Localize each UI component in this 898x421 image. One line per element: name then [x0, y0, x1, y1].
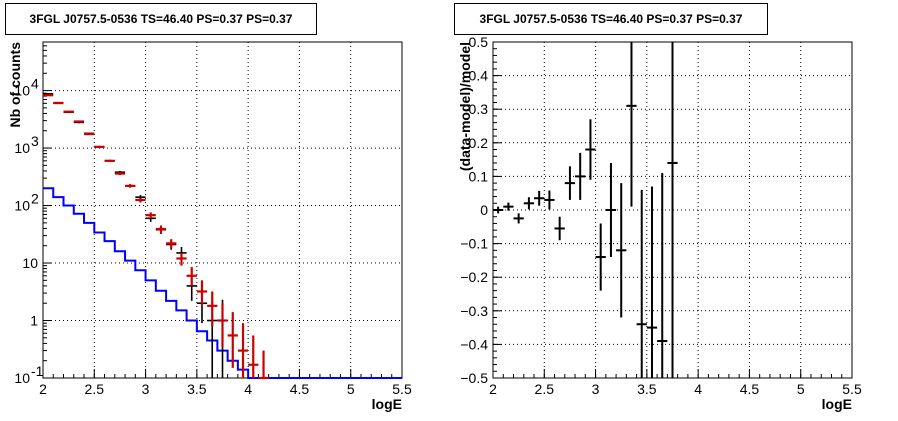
x-tick-label: 2 — [39, 381, 47, 397]
y-tick-label: −0.1 — [460, 236, 488, 252]
y-tick-label: −0.3 — [460, 303, 488, 319]
y-tick-label: 10 — [22, 255, 38, 271]
x-tick-label: 5.5 — [842, 381, 862, 397]
x-tick-label: 4 — [244, 381, 252, 397]
y-tick-label: 0.2 — [469, 135, 489, 151]
x-axis-label: logE — [822, 396, 852, 412]
x-tick-label: 4 — [694, 381, 702, 397]
y-tick-label: 10 — [14, 140, 30, 156]
x-tick-label: 3.5 — [637, 381, 657, 397]
x-tick-label: 2 — [489, 381, 497, 397]
y-tick-exponent: -1 — [31, 363, 44, 379]
y-axis-label: Nb of counts — [7, 42, 23, 128]
y-tick-exponent: 2 — [31, 191, 39, 207]
y-tick-label: 0.3 — [469, 101, 489, 117]
x-tick-label: 5 — [797, 381, 805, 397]
x-tick-label: 5 — [347, 381, 355, 397]
y-tick-label: 0.1 — [469, 168, 489, 184]
x-tick-label: 2.5 — [535, 381, 555, 397]
x-tick-label: 2.5 — [85, 381, 105, 397]
x-tick-label: 5.5 — [392, 381, 412, 397]
y-tick-label: 10 — [14, 198, 30, 214]
y-tick-label: 0.5 — [469, 34, 489, 50]
residuals-chart: 2 2.5 3 3.5 4 4.5 5 5.5 −0.5 −0.4 −0.3 −0.2 −0.1 0 0.1… — [457, 34, 862, 412]
y-tick-label: 1 — [30, 313, 38, 329]
y-tick-exponent: 3 — [31, 133, 39, 149]
y-tick-label: −0.5 — [460, 370, 488, 386]
y-tick-label: −0.2 — [460, 269, 488, 285]
model-histogram-line — [43, 187, 402, 379]
y-tick-label: −0.4 — [460, 336, 488, 352]
y-axis-label: (data-model)/model — [457, 42, 473, 171]
x-tick-label: 3 — [142, 381, 150, 397]
x-tick-label: 4.5 — [290, 381, 310, 397]
y-tick-label: 10 — [14, 370, 30, 386]
x-tick-label: 3.5 — [187, 381, 207, 397]
x-axis-label: logE — [372, 396, 402, 412]
x-tick-label: 4.5 — [740, 381, 760, 397]
right-chart-title: 3FGL J0757.5-0536 TS=46.40 PS=0.37 PS=0.… — [454, 3, 768, 35]
y-tick-label: 0.4 — [469, 68, 489, 84]
y-tick-label: 0 — [480, 202, 488, 218]
y-tick-exponent: 4 — [31, 76, 39, 92]
y-tick-label: 10 — [14, 83, 30, 99]
left-chart-title: 3FGL J0757.5-0536 TS=46.40 PS=0.37 PS=0.… — [5, 3, 317, 35]
x-tick-label: 3 — [592, 381, 600, 397]
